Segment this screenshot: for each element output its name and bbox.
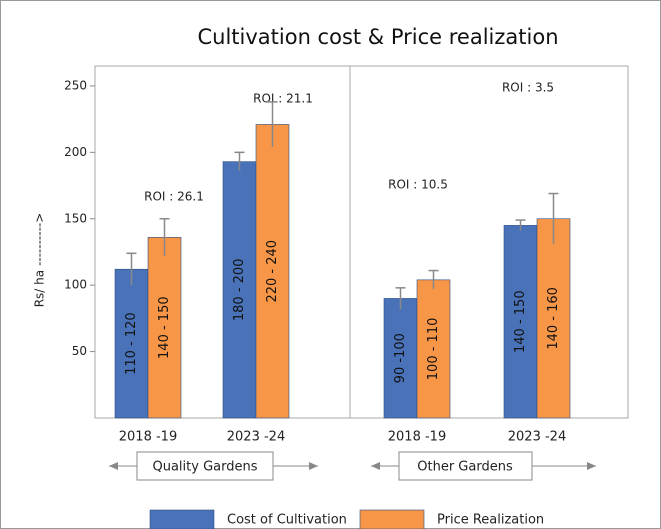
group-label: Other Gardens (417, 460, 513, 475)
data-label: 140 - 150 (513, 290, 528, 353)
data-label: 140 - 150 (157, 296, 172, 359)
x-tick-label: 2023 -24 (227, 430, 285, 445)
group-box (398, 451, 533, 481)
legend-label: Price Realization (437, 513, 544, 528)
bar (222, 161, 257, 419)
roi-annotation: ROI : 10.5 (388, 178, 448, 192)
data-label: 110 - 120 (124, 312, 139, 375)
legend-swatch (149, 509, 215, 529)
chart-title: Cultivation cost & Price realization (197, 25, 558, 49)
y-tick-label: 250 (64, 78, 87, 92)
plot-frame (94, 65, 629, 419)
x-tick-label: 2018 -19 (119, 430, 177, 445)
group-label-2 (371, 451, 596, 481)
group-label-1 (109, 451, 318, 481)
x-tick-label: 2023 -24 (508, 430, 566, 445)
bar (147, 237, 182, 419)
bar (536, 218, 571, 419)
legend-swatch (359, 509, 425, 529)
data-label: 220 - 240 (265, 240, 280, 303)
data-label: 140 - 160 (546, 287, 561, 350)
group-box (136, 451, 274, 481)
bar (503, 225, 538, 419)
bar (383, 298, 418, 419)
y-tick-label: 150 (64, 211, 87, 225)
data-label: 180 - 200 (232, 259, 247, 322)
data-label: 100 - 110 (426, 318, 441, 381)
roi-annotation: ROI : 26.1 (144, 190, 204, 204)
bar (255, 124, 290, 419)
legend-label: Cost of Cultivation (227, 513, 347, 528)
x-tick-label: 2018 -19 (388, 430, 446, 445)
y-tick-label: 100 (64, 278, 87, 292)
y-tick-label: 50 (72, 344, 87, 358)
bar (416, 279, 451, 419)
group-label: Quality Gardens (152, 460, 257, 475)
data-label: 90 -100 (393, 333, 408, 383)
y-tick-label: 200 (64, 145, 87, 159)
roi-annotation: ROI : 3.5 (502, 81, 554, 95)
y-axis-label: Rs/ ha ----------> (33, 213, 47, 308)
roi-annotation: ROI : 21.1 (253, 92, 313, 106)
